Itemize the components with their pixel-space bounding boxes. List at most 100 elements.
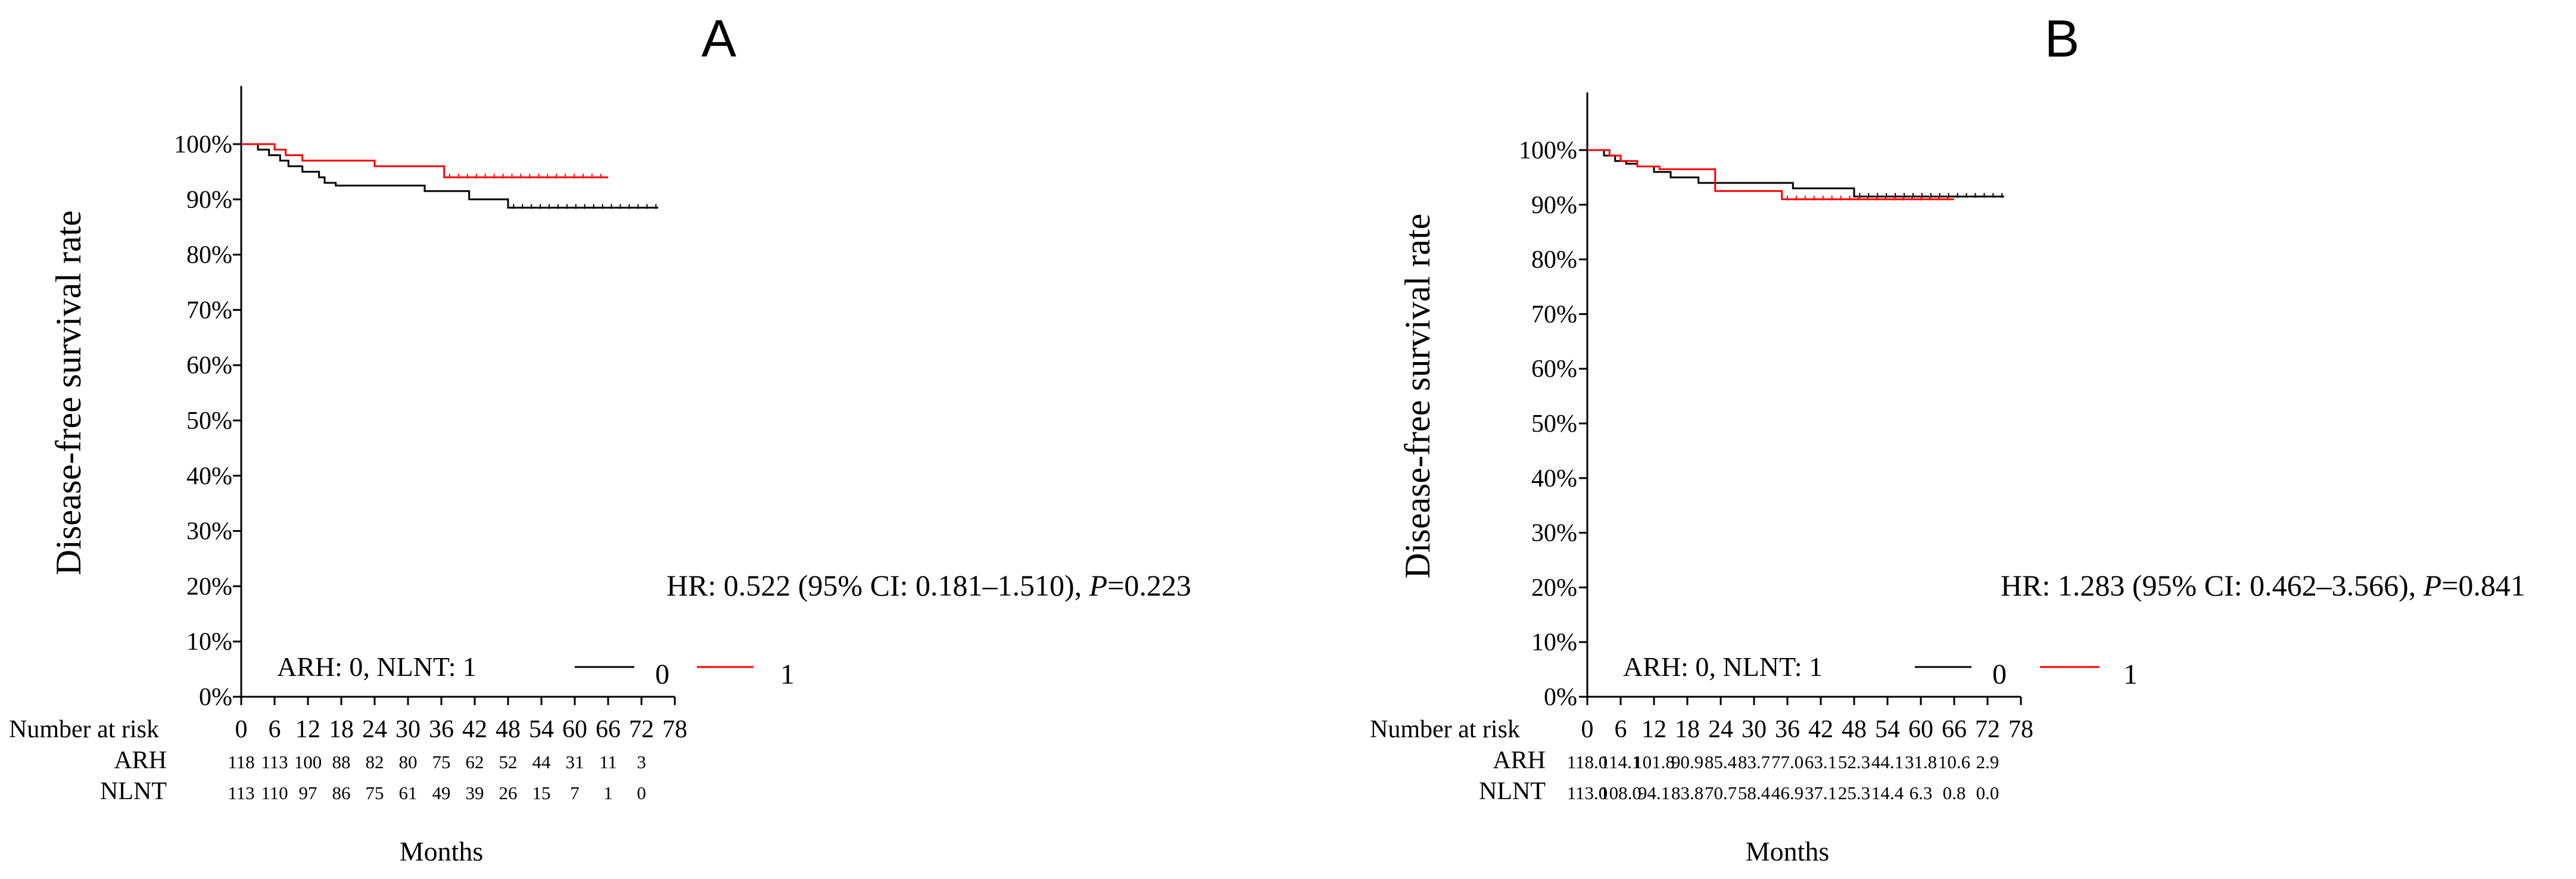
x-tick-label: 66: [596, 716, 621, 743]
y-tick-label: 30%: [1531, 520, 1577, 547]
y-tick-label: 0%: [199, 684, 232, 711]
x-axis-label: Months: [400, 836, 484, 866]
legend-title: ARH: 0, NLNT: 1: [277, 652, 476, 682]
x-tick-label: 30: [1742, 716, 1767, 743]
risk-value: 75: [432, 752, 451, 772]
risk-table-title: Number at risk: [9, 716, 159, 743]
x-tick-label: 18: [1675, 716, 1700, 743]
risk-value: 26: [499, 783, 518, 803]
hr-text: HR: 1.283 (95% CI: 0.462–3.566),: [2001, 569, 2424, 602]
risk-value: 70.7: [1705, 783, 1737, 803]
risk-value: 6.3: [1910, 783, 1933, 803]
risk-value: 39: [466, 783, 484, 803]
risk-value: 83.7: [1738, 752, 1770, 772]
risk-value: 7: [570, 783, 580, 803]
y-tick-label: 20%: [1531, 574, 1577, 601]
risk-value: 52.3: [1838, 752, 1870, 772]
x-tick-label: 78: [2008, 716, 2033, 743]
risk-value: 10.6: [1938, 752, 1970, 772]
x-tick-label: 0: [235, 716, 248, 743]
risk-value: 1: [603, 783, 613, 803]
hr-p-symbol: P: [1089, 569, 1108, 602]
risk-value: 108.0: [1600, 783, 1641, 803]
x-tick-label: 0: [1581, 716, 1594, 743]
risk-value: 44: [532, 752, 552, 772]
y-tick-label: 70%: [186, 297, 232, 324]
y-tick-label: 90%: [1531, 192, 1577, 219]
risk-value: 44.1: [1871, 752, 1904, 772]
y-axis-label: Disease-free survival rate: [49, 210, 88, 575]
survival-curve-0: [241, 143, 658, 209]
hr-p-symbol: P: [2423, 569, 2442, 602]
y-tick-label: 20%: [186, 573, 232, 600]
y-tick-label: 70%: [1531, 301, 1577, 328]
legend-label-0: 0: [1992, 659, 2007, 690]
risk-value: 25.3: [1838, 783, 1870, 803]
panel-a: A Disease-free survival rate 0% 10% 20% 30% 40…: [9, 9, 1191, 866]
x-tick-label: 18: [329, 716, 354, 743]
x-tick-label: 42: [1808, 716, 1833, 743]
risk-value: 86: [332, 783, 351, 803]
hr-text: HR: 0.522 (95% CI: 0.181–1.510),: [666, 569, 1089, 602]
risk-value: 2.9: [1976, 752, 1999, 772]
legend-title: ARH: 0, NLNT: 1: [1623, 652, 1823, 682]
x-tick-label: 72: [629, 716, 654, 743]
x-tick-label: 42: [462, 716, 487, 743]
survival-curve-1: [1587, 149, 1954, 201]
x-tick-label: 66: [1942, 716, 1967, 743]
y-tick-label: 60%: [1531, 356, 1577, 383]
risk-value: 37.1: [1805, 783, 1837, 803]
panel-b: B Disease-free survival rate 0% 10% 20% 30% 40…: [1370, 9, 2525, 866]
x-tick-label: 6: [269, 716, 281, 743]
x-tick-label: 36: [429, 716, 454, 743]
risk-value: 101.8: [1633, 752, 1675, 772]
risk-value: 11: [599, 752, 617, 772]
x-tick-label: 36: [1775, 716, 1800, 743]
risk-row-label: ARH: [114, 747, 167, 774]
y-tick-label: 100%: [1519, 137, 1577, 164]
hr-p-value: =0.223: [1107, 569, 1191, 602]
risk-value: 114.1: [1600, 752, 1641, 772]
risk-value: 94.1: [1638, 783, 1670, 803]
y-tick-label: 30%: [186, 518, 232, 546]
risk-value: 3: [637, 752, 646, 772]
risk-value: 63.1: [1805, 752, 1837, 772]
x-tick-label: 48: [496, 716, 521, 743]
x-tick-label: 60: [1908, 716, 1933, 743]
survival-curve-0: [1587, 149, 2004, 198]
risk-value: 110: [261, 783, 288, 803]
x-tick-label: 6: [1615, 716, 1627, 743]
risk-value: 88: [332, 752, 351, 772]
risk-value: 77.0: [1771, 752, 1803, 772]
hr-annotation: HR: 1.283 (95% CI: 0.462–3.566), P=0.841: [2001, 569, 2525, 602]
risk-value: 80: [399, 752, 418, 772]
risk-value: 113: [261, 752, 288, 772]
y-tick-label: 50%: [1531, 410, 1577, 438]
risk-value: 90.9: [1671, 752, 1703, 772]
risk-value: 100: [294, 752, 322, 772]
risk-value: 118: [228, 752, 254, 772]
survival-curve-1: [241, 143, 608, 179]
risk-value: 15: [532, 783, 551, 803]
y-tick-label: 90%: [186, 186, 232, 214]
legend-label-1: 1: [2123, 659, 2138, 690]
y-tick-label: 60%: [186, 352, 232, 379]
y-tick-label: 10%: [186, 628, 232, 656]
risk-value: 58.4: [1738, 783, 1771, 803]
risk-row-label: ARH: [1493, 747, 1546, 774]
x-tick-label: 72: [1975, 716, 2000, 743]
risk-value: 113.0: [1567, 783, 1608, 803]
x-tick-label: 78: [662, 716, 687, 743]
risk-table-title: Number at risk: [1370, 716, 1520, 743]
risk-row-label: NLNT: [1479, 778, 1546, 805]
risk-value: 0.0: [1976, 783, 1999, 803]
risk-value: 83.8: [1671, 783, 1703, 803]
risk-value: 0: [637, 783, 646, 803]
risk-value: 85.4: [1705, 752, 1737, 772]
risk-value: 14.4: [1871, 783, 1904, 803]
panel-title: A: [702, 9, 737, 68]
hr-p-value: =0.841: [2441, 569, 2525, 602]
risk-row-label: NLNT: [100, 778, 167, 805]
x-tick-label: 54: [529, 716, 554, 743]
